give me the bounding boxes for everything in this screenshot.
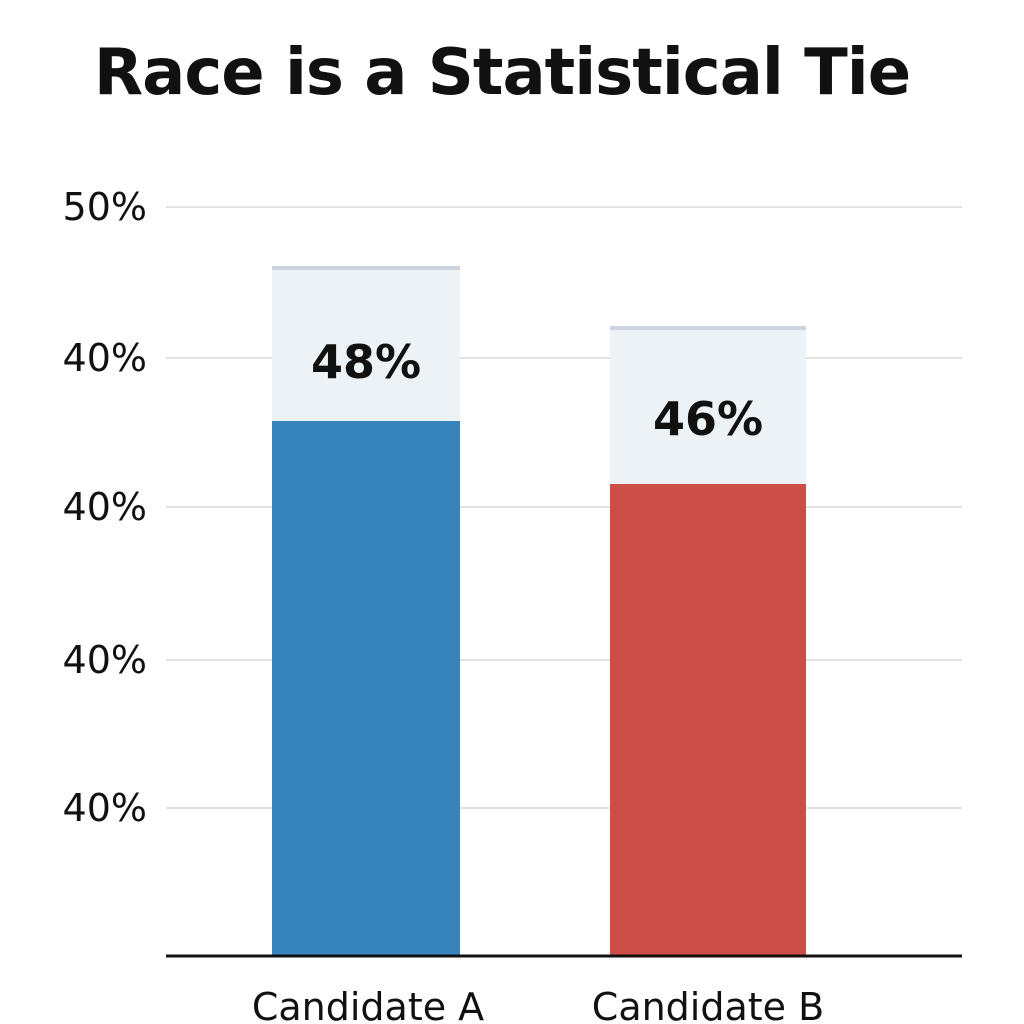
y-tick-label: 40% xyxy=(63,485,147,529)
y-tick-label: 40% xyxy=(63,336,147,380)
bar-candidate-b xyxy=(610,484,806,956)
y-axis-ticks: 40% 40% 40% 40% 50% xyxy=(63,185,147,830)
y-tick-label: 40% xyxy=(63,786,147,830)
bar-candidate-a xyxy=(272,421,460,956)
bar-cap xyxy=(272,266,460,270)
y-tick-label: 40% xyxy=(63,638,147,682)
chart-title: Race is a Statistical Tie xyxy=(93,36,911,110)
x-category-label: Candidate A xyxy=(252,985,484,1024)
x-category-label: Candidate B xyxy=(592,985,824,1024)
bar-label-band xyxy=(610,328,806,484)
bar-label-band xyxy=(272,268,460,421)
y-tick-label: 50% xyxy=(63,185,147,229)
data-label: 48% xyxy=(311,335,421,389)
x-axis-categories: Candidate A Candidate B xyxy=(252,985,824,1024)
bar-cap xyxy=(610,326,806,330)
bars: 48% 46% xyxy=(272,266,806,956)
data-label: 46% xyxy=(653,392,763,446)
